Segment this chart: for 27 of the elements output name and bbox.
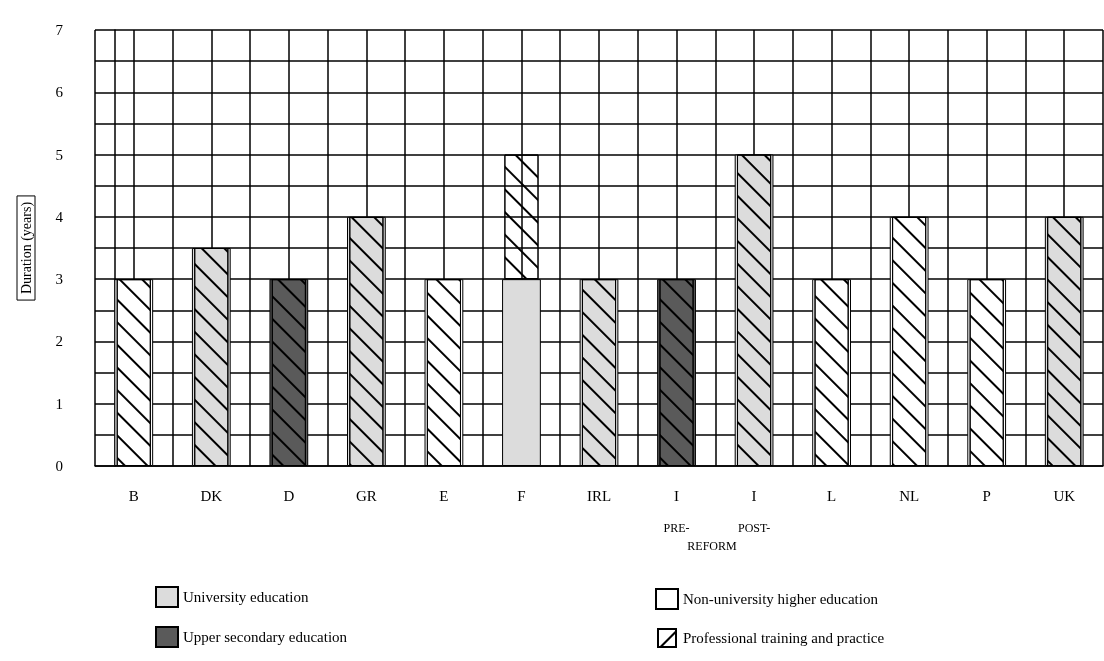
y-tick-label: 2 — [55, 333, 63, 350]
y-tick-label: 7 — [55, 22, 64, 38]
legend-label: Upper secondary education — [183, 629, 348, 645]
y-tick-label: 4 — [55, 208, 64, 225]
x-tick-label: L — [827, 488, 837, 504]
legend-label: University education — [183, 589, 309, 605]
legend-label: Professional training and practice — [683, 630, 885, 646]
x-tick-label: D — [283, 488, 295, 504]
legend-label: Non-university higher education — [683, 591, 879, 607]
x-tick-label: I PRE- — [663, 488, 690, 535]
y-tick-label: 1 — [55, 395, 63, 412]
x-tick-label: NL — [899, 488, 920, 504]
y-tick-label: 6 — [55, 84, 64, 101]
text: REFORM — [687, 539, 737, 553]
x-tick-label: IRL — [586, 488, 612, 504]
x-tick-label: DK — [200, 488, 223, 504]
x-tick-label: UK — [1053, 488, 1076, 504]
x-tick-label: P — [982, 488, 991, 504]
y-tick-label: 5 — [55, 146, 63, 163]
x-tick-label: GR — [355, 488, 377, 504]
y-axis-title: Duration (years) — [18, 201, 35, 295]
x-tick-label: I POST- — [737, 488, 771, 535]
y-tick-label: 3 — [55, 271, 63, 288]
x-tick-label: F — [517, 488, 526, 504]
y-tick-label: 0 — [55, 458, 63, 474]
x-tick-label: E — [439, 488, 449, 504]
x-tick-label: B — [128, 488, 139, 504]
